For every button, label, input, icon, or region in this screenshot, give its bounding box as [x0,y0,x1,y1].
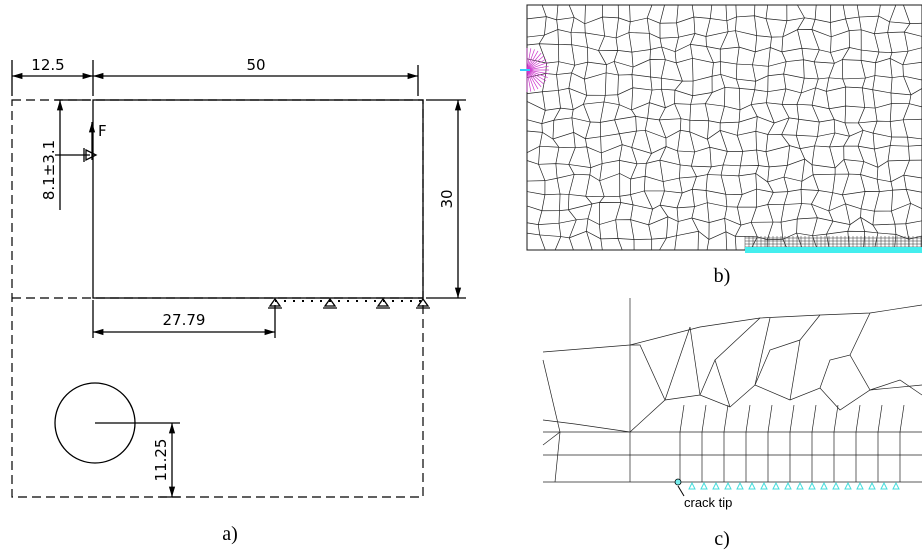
panel-b: b) [520,5,922,287]
support [773,483,779,489]
mesh-line [702,405,706,432]
support [857,483,863,489]
support [845,483,851,489]
mesh-line [680,405,684,432]
mesh-line [812,405,816,432]
support [809,483,815,489]
support [785,483,791,489]
caption: c) [714,528,730,550]
support [881,483,887,489]
support [761,483,767,489]
figure: 12.5 50 30 8.1±3.1 F 27.79 11.25 a) b) [0,0,922,551]
caption: a) [222,523,238,545]
dim-label: 50 [246,56,265,74]
support [869,483,875,489]
mesh-line [856,405,860,432]
dim-label: 12.5 [31,56,64,74]
support [797,483,803,489]
dim-label: 8.1±3.1 [40,140,58,200]
panel-a: 12.5 50 30 8.1±3.1 F 27.79 11.25 a) [12,56,466,545]
specimen [93,100,423,298]
support [893,483,899,489]
support [701,483,707,489]
support [725,483,731,489]
support [713,483,719,489]
mesh-line [724,405,728,432]
support [833,483,839,489]
support [689,483,695,489]
support [737,483,743,489]
support [821,483,827,489]
mesh-line [768,405,772,432]
dim-label: 11.25 [152,439,170,482]
mesh-line [790,405,794,432]
support [749,483,755,489]
mesh-line [746,405,750,432]
annotation: crack tip [684,495,732,510]
mesh-line [900,405,904,432]
panel-c: crack tip c) [543,298,922,550]
force-label: F [98,122,107,140]
dim-label: 27.79 [163,311,206,329]
caption: b) [714,265,731,287]
mesh-line [878,405,882,432]
mesh-line [834,405,838,432]
constraint [745,247,922,253]
dim-label: 30 [438,189,456,208]
